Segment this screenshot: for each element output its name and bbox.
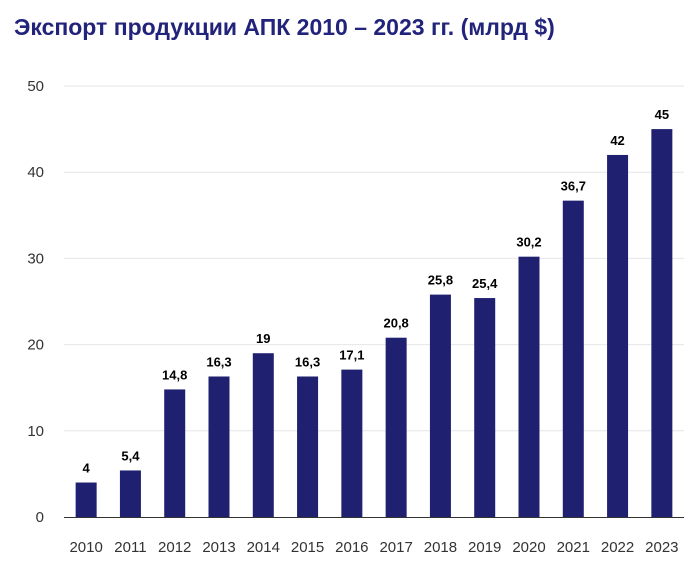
x-axis-ticks: 2010 2011 2012 2013 2014 2015 2016 2017 2018 2019… — [69, 539, 678, 556]
x-tick-label: 2012 — [158, 539, 191, 556]
data-label: 14,8 — [162, 367, 187, 382]
y-tick-label: 20 — [27, 337, 44, 354]
x-tick-label: 2023 — [645, 539, 678, 556]
x-tick-label: 2014 — [247, 539, 280, 556]
x-tick-label: 2011 — [114, 539, 146, 556]
bar — [429, 294, 451, 517]
bar — [474, 298, 496, 517]
data-label: 17,1 — [339, 348, 364, 363]
x-tick-label: 2017 — [379, 539, 412, 556]
data-label: 4 — [83, 461, 91, 476]
bar — [252, 353, 274, 517]
y-tick-label: 10 — [27, 423, 44, 440]
x-tick-label: 2015 — [291, 539, 324, 556]
data-label: 5,4 — [121, 448, 140, 463]
bar — [607, 154, 629, 517]
bar — [385, 337, 407, 517]
chart-title: Экспорт продукции АПК 2010 – 2023 гг. (м… — [14, 14, 555, 40]
y-tick-label: 40 — [27, 164, 44, 181]
x-tick-label: 2016 — [335, 539, 368, 556]
data-label: 16,3 — [206, 354, 231, 369]
bars — [75, 129, 673, 517]
bar — [297, 376, 319, 517]
bar — [651, 129, 673, 517]
bar — [208, 376, 230, 517]
x-tick-label: 2019 — [468, 539, 501, 556]
y-tick-label: 50 — [27, 78, 44, 95]
x-tick-label: 2018 — [424, 539, 457, 556]
x-tick-label: 2022 — [601, 539, 634, 556]
data-label: 16,3 — [295, 354, 320, 369]
data-label: 20,8 — [383, 316, 408, 331]
y-axis-ticks: 0 10 20 30 40 50 — [27, 78, 44, 526]
x-tick-label: 2010 — [69, 539, 102, 556]
data-label: 30,2 — [516, 235, 541, 250]
bar — [164, 389, 186, 517]
y-tick-label: 30 — [27, 250, 44, 267]
data-labels: 4 5,4 14,8 16,3 19 16,3 17,1 20,8 25,8 25,4 30,2 36… — [83, 107, 670, 475]
bar — [341, 369, 363, 517]
x-tick-label: 2021 — [557, 539, 590, 556]
data-label: 25,8 — [428, 273, 453, 288]
gridlines — [64, 85, 684, 432]
bar — [562, 200, 584, 517]
data-label: 36,7 — [561, 179, 586, 194]
x-tick-label: 2013 — [202, 539, 235, 556]
bar — [119, 470, 141, 517]
bar — [518, 256, 540, 517]
data-label: 42 — [610, 133, 624, 148]
bar — [75, 482, 97, 517]
x-tick-label: 2020 — [512, 539, 545, 556]
y-tick-label: 0 — [36, 509, 44, 526]
data-label: 25,4 — [472, 276, 498, 291]
data-label: 19 — [256, 331, 270, 346]
data-label: 45 — [655, 107, 669, 122]
